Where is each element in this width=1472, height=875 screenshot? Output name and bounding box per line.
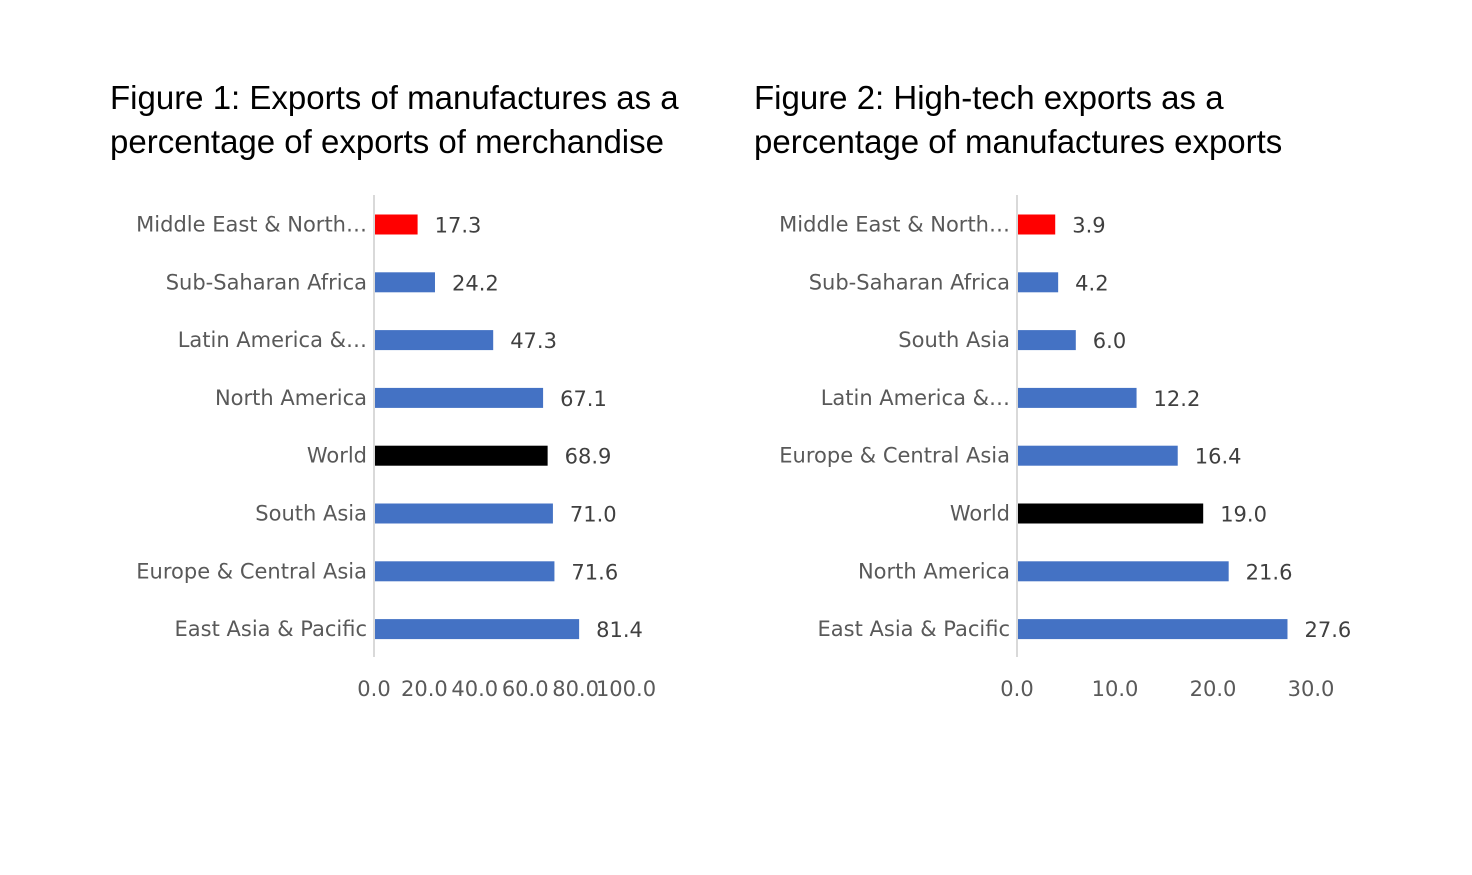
figure-2-bar <box>1018 272 1059 293</box>
figure-2-data-label: 27.6 <box>1304 618 1351 642</box>
figure-1-x-tick-label: 60.0 <box>502 677 549 701</box>
figure-1-bar <box>375 330 494 351</box>
figure-2-category-label: Sub-Saharan Africa <box>809 270 1010 294</box>
figure-1-data-label: 71.0 <box>570 503 617 527</box>
figure-2-bar <box>1018 387 1137 408</box>
figure-1-data-label: 68.9 <box>565 445 612 469</box>
figure-1-category-label: South Asia <box>255 502 367 526</box>
figure-1-category-label: Sub-Saharan Africa <box>166 270 367 294</box>
figure-1-bar <box>375 214 418 235</box>
figure-2-data-label: 12.2 <box>1154 387 1201 411</box>
figure-1-title-line-1: Figure 1: Exports of manufactures as a <box>110 79 679 116</box>
figure-2-bar <box>1018 503 1204 524</box>
figure-1-x-tick-label: 80.0 <box>552 677 599 701</box>
figure-1-data-label: 81.4 <box>596 618 643 642</box>
figure-1: Figure 1: Exports of manufactures as a p… <box>110 76 679 701</box>
figure-1-data-label: 71.6 <box>571 560 618 584</box>
figure-1-data-label: 17.3 <box>435 214 482 238</box>
figure-1-category-label: East Asia & Pacific <box>175 617 367 641</box>
figure-2-bar <box>1018 619 1288 640</box>
figure-2-x-tick-label: 10.0 <box>1092 677 1139 701</box>
figure-2-data-label: 6.0 <box>1093 329 1126 353</box>
figure-2-category-label: Europe & Central Asia <box>779 444 1010 468</box>
figure-2-data-label: 21.6 <box>1246 560 1293 584</box>
figure-1-bar <box>375 272 435 293</box>
figure-1-data-label: 47.3 <box>510 329 557 353</box>
figure-1-x-tick-label: 20.0 <box>401 677 448 701</box>
figure-2-category-label: East Asia & Pacific <box>818 617 1010 641</box>
figure-1-bar-chart: Middle East & North… 17.3 Sub-Saharan Afri… <box>136 195 656 701</box>
figure-2-category-label: Middle East & North… <box>779 213 1010 237</box>
figure-1-category-label: Europe & Central Asia <box>136 559 367 583</box>
figure-1-title-line-2: percentage of exports of merchandise <box>110 123 664 160</box>
figure-2: Figure 2: High-tech exports as a percent… <box>736 0 1472 875</box>
figure-1-category-label: Latin America &… <box>178 328 367 352</box>
figure-2-bar <box>1018 445 1178 466</box>
figure-2-bar <box>1018 330 1076 351</box>
figure-1-data-label: 67.1 <box>560 387 607 411</box>
figure-1-title: Figure 1: Exports of manufactures as a p… <box>110 76 679 164</box>
figure-2-data-label: 19.0 <box>1220 503 1267 527</box>
figure-1-bar <box>375 561 555 582</box>
figure-2-data-label: 16.4 <box>1195 445 1242 469</box>
figure-2-x-tick-label: 30.0 <box>1288 677 1335 701</box>
figure-2-data-label: 3.9 <box>1072 214 1105 238</box>
figure-1-data-label: 24.2 <box>452 271 499 295</box>
figure-1-category-label: North America <box>215 386 367 410</box>
figure-2-category-label: World <box>950 502 1010 526</box>
figure-1-bar <box>375 387 544 408</box>
figure-2-x-tick-label: 20.0 <box>1190 677 1237 701</box>
figure-2-category-label: Latin America &… <box>821 386 1010 410</box>
figure-1-category-label: Middle East & North… <box>136 213 367 237</box>
figure-2-title-line-1: Figure 2: High-tech exports as a <box>754 79 1224 116</box>
figure-2-bar <box>1018 214 1056 235</box>
figure-2-bar <box>1018 561 1229 582</box>
figure-1-x-tick-label: 0.0 <box>357 677 390 701</box>
figure-1-bar <box>375 445 548 466</box>
figure-1-category-label: World <box>307 444 367 468</box>
figure-2-title: Figure 2: High-tech exports as a percent… <box>754 76 1282 164</box>
figure-2-data-label: 4.2 <box>1075 271 1108 295</box>
figure-2-x-tick-label: 0.0 <box>1000 677 1033 701</box>
figure-1-x-tick-label: 40.0 <box>451 677 498 701</box>
figure-1-x-tick-label: 100.0 <box>596 677 656 701</box>
figure-2-category-label: North America <box>858 559 1010 583</box>
figure-1-bar <box>375 503 553 524</box>
figure-2-category-label: South Asia <box>898 328 1010 352</box>
figure-2-title-line-2: percentage of manufactures exports <box>754 123 1283 160</box>
figure-1-bar <box>375 619 580 640</box>
figure-2-bar-chart: Middle East & North… 3.9 Sub-Saharan Afric… <box>779 195 1351 701</box>
